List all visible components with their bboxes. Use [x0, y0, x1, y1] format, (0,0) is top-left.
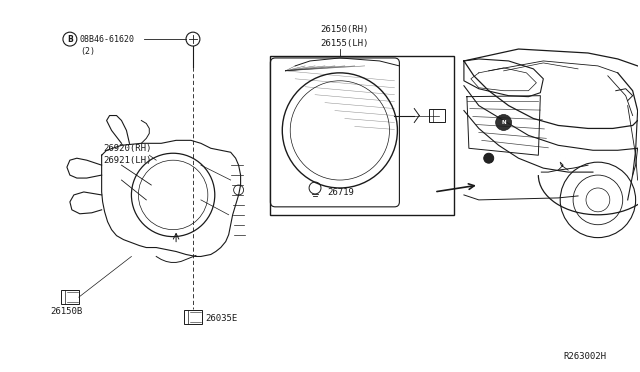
Text: (2): (2): [80, 46, 95, 55]
Text: 26150B: 26150B: [50, 307, 83, 315]
Text: 08B46-61620: 08B46-61620: [80, 35, 135, 44]
Text: R263002H: R263002H: [563, 352, 606, 361]
Text: B: B: [67, 35, 73, 44]
Bar: [61, 290, 79, 304]
Text: 26719: 26719: [327, 189, 354, 198]
Circle shape: [495, 115, 511, 131]
Text: N: N: [501, 120, 506, 125]
Text: 26150(RH): 26150(RH): [320, 25, 369, 34]
Circle shape: [484, 153, 493, 163]
Bar: [429, 109, 445, 122]
Bar: [184, 310, 202, 324]
Text: 26921(LH): 26921(LH): [104, 156, 152, 165]
Bar: [270, 56, 454, 215]
Text: 26035E: 26035E: [205, 314, 237, 324]
Text: 26155(LH): 26155(LH): [320, 39, 369, 48]
Text: 26920(RH): 26920(RH): [104, 144, 152, 153]
